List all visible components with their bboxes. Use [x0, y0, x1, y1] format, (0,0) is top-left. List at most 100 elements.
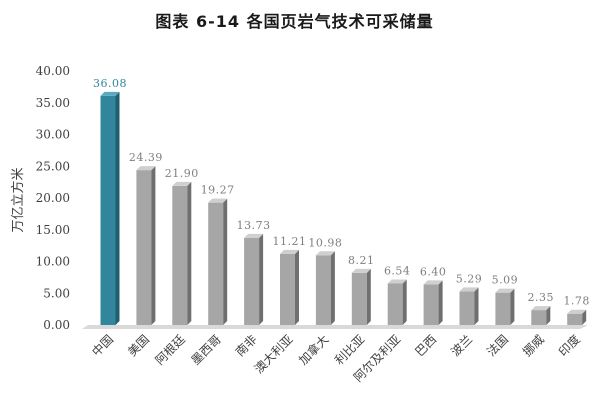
data-label: 36.08 — [93, 77, 127, 90]
data-label: 24.39 — [129, 151, 163, 164]
bar-side — [187, 181, 192, 325]
y-axis-ticks: 0.00 5.00 10.00 15.00 20.00 25.00 30.00 35.00 40… — [36, 64, 70, 332]
category-label: 法国 — [484, 332, 511, 359]
y-tick-label: 35.00 — [36, 96, 70, 110]
bar — [100, 91, 120, 325]
data-label: 11.21 — [273, 235, 307, 248]
bar-side — [330, 251, 335, 325]
bar-side — [259, 233, 264, 325]
bar-top — [244, 233, 264, 238]
bar-front — [280, 253, 295, 325]
bar-front — [172, 185, 188, 325]
bar-front — [567, 313, 583, 325]
data-label: 6.54 — [384, 264, 411, 277]
y-tick-label: 0.00 — [43, 318, 70, 332]
bar-side — [223, 198, 228, 325]
category-label: 阿根廷 — [153, 332, 188, 367]
bars — [100, 91, 587, 325]
data-label: 5.09 — [492, 274, 519, 287]
bar-front — [495, 292, 511, 325]
category-label: 中国 — [89, 332, 117, 360]
y-tick-label: 15.00 — [36, 223, 70, 237]
data-label: 5.29 — [456, 272, 483, 285]
bar-front — [351, 272, 367, 325]
data-label: 6.40 — [420, 265, 447, 278]
bar-top — [495, 288, 515, 293]
category-label: 墨西哥 — [188, 332, 223, 367]
bar-front — [136, 170, 152, 325]
y-tick-label: 40.00 — [36, 64, 70, 78]
bar — [244, 233, 264, 325]
bar — [172, 181, 192, 325]
bar-top — [423, 280, 443, 285]
bar — [459, 287, 479, 325]
category-label: 美国 — [125, 332, 152, 359]
data-label: 8.21 — [348, 254, 375, 267]
category-label: 加拿大 — [295, 332, 331, 368]
bar-side — [151, 166, 156, 325]
chart-floor — [82, 325, 588, 329]
bar-side — [402, 279, 407, 325]
bar — [351, 268, 371, 325]
bar-front — [244, 237, 260, 325]
y-axis-title: 万亿立方米 — [10, 167, 26, 232]
data-label: 10.98 — [308, 236, 342, 249]
bar-top — [387, 279, 407, 284]
bar-top — [172, 181, 192, 186]
bar-side — [295, 249, 299, 325]
bar-top — [280, 249, 299, 254]
bar — [423, 280, 443, 325]
data-label: 19.27 — [201, 184, 235, 197]
y-tick-label: 5.00 — [43, 286, 70, 300]
category-label: 波兰 — [448, 332, 475, 359]
bar — [280, 249, 299, 325]
bar-side — [438, 280, 443, 325]
bar-top — [531, 306, 551, 311]
data-label: 2.35 — [528, 291, 555, 304]
y-tick-label: 30.00 — [36, 128, 70, 142]
data-label: 13.73 — [237, 219, 271, 232]
bar-side — [366, 268, 371, 325]
category-label: 澳大利亚 — [252, 332, 296, 376]
data-label: 1.78 — [563, 295, 589, 308]
bar-top — [136, 166, 156, 171]
y-tick-label: 25.00 — [36, 159, 70, 173]
bar-side — [115, 91, 120, 325]
bar-top — [351, 268, 371, 273]
bar — [495, 288, 515, 325]
bar-side — [582, 309, 587, 325]
bar-front — [100, 95, 116, 325]
bar — [208, 198, 228, 325]
category-label: 挪威 — [520, 332, 547, 359]
bar — [136, 166, 156, 325]
y-tick-label: 20.00 — [36, 191, 70, 205]
chart-floor-plane — [82, 325, 588, 329]
bar-top — [459, 287, 479, 292]
bar — [387, 279, 407, 325]
bar-front — [423, 284, 439, 325]
y-axis-title-group: 万亿立方米 — [10, 167, 26, 232]
bar-front — [459, 291, 475, 325]
bar-top — [315, 251, 335, 256]
bar-side — [510, 288, 515, 325]
bar-front — [531, 310, 547, 325]
y-tick-label: 10.00 — [36, 255, 70, 269]
bar-front — [387, 283, 403, 325]
bar — [315, 251, 335, 325]
chart-title: 图表 6-14 各国页岩气技术可采储量 — [155, 12, 434, 31]
bar — [567, 309, 587, 325]
bar — [531, 306, 551, 325]
bar-side — [474, 287, 479, 325]
bar-side — [546, 306, 551, 325]
bar-front — [315, 255, 331, 325]
data-label: 21.90 — [165, 167, 199, 180]
category-label: 南非 — [232, 332, 260, 360]
bar-top — [567, 309, 587, 314]
bar-front — [208, 202, 224, 325]
category-label: 巴西 — [412, 332, 439, 359]
bar-top — [208, 198, 228, 203]
bar-top — [100, 91, 120, 96]
